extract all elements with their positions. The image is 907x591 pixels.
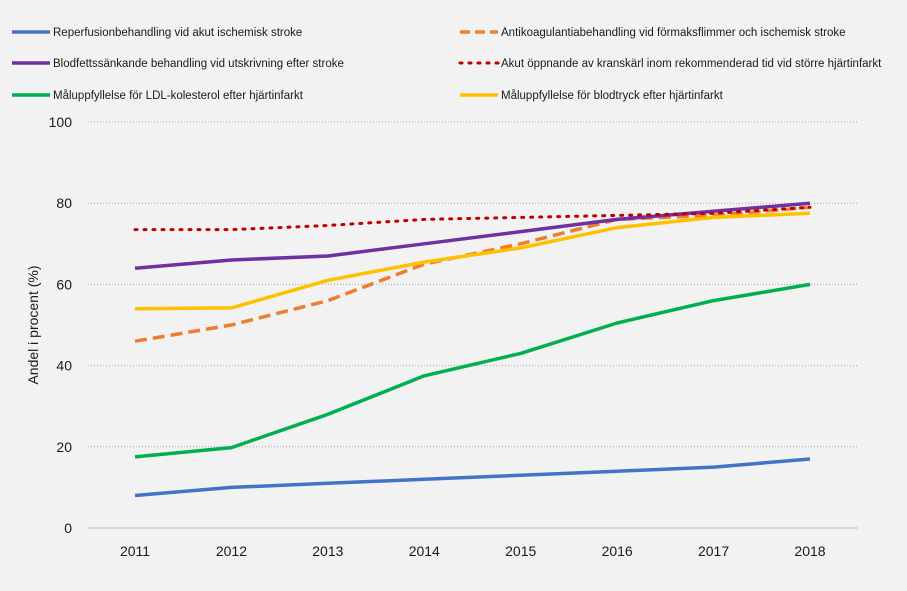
x-tick-label: 2016 (602, 543, 633, 559)
series-line-1 (134, 457, 811, 498)
y-axis-ticks: 0 20 40 60 80 100 (49, 114, 73, 536)
legend-label: Antikoagulantiabehandling vid förmaksfli… (501, 27, 846, 39)
legend-item-5: Måluppfyllelse för LDL-kolesterol efter … (12, 90, 304, 102)
series-lines (133, 201, 812, 498)
series-line-2 (134, 205, 811, 343)
x-tick-label: 2011 (120, 543, 150, 559)
legend-label: Måluppfyllelse för LDL-kolesterol efter … (53, 90, 304, 102)
legend-item-1: Reperfusionbehandling vid akut ischemisk… (12, 27, 302, 39)
legend: Reperfusionbehandling vid akut ischemisk… (12, 27, 882, 102)
y-tick-label: 20 (56, 439, 72, 455)
y-tick-label: 0 (64, 520, 72, 536)
x-axis-ticks: 2011 2012 2013 2014 2015 2016 2017 2018 (120, 543, 826, 559)
y-tick-label: 100 (49, 114, 73, 130)
series-line-3 (134, 201, 811, 270)
legend-label: Reperfusionbehandling vid akut ischemisk… (53, 27, 302, 39)
legend-item-6: Måluppfyllelse för blodtryck efter hjärt… (460, 90, 724, 102)
legend-item-4: Akut öppnande av kranskärl inom rekommen… (458, 58, 882, 70)
y-axis-title: Andel i procent (%) (25, 265, 41, 384)
x-tick-label: 2013 (312, 543, 343, 559)
x-tick-label: 2017 (698, 543, 729, 559)
x-tick-label: 2015 (505, 543, 536, 559)
x-tick-label: 2014 (409, 543, 440, 559)
legend-item-3: Blodfettssänkande behandling vid utskriv… (12, 58, 344, 70)
x-tick-label: 2012 (216, 543, 247, 559)
legend-label: Blodfettssänkande behandling vid utskriv… (53, 58, 344, 70)
y-tick-label: 80 (56, 195, 72, 211)
x-tick-label: 2018 (794, 543, 825, 559)
series-line-6 (134, 211, 811, 311)
series-line-5 (134, 282, 811, 459)
legend-item-2: Antikoagulantiabehandling vid förmaksfli… (460, 27, 846, 39)
legend-label: Akut öppnande av kranskärl inom rekommen… (501, 58, 882, 70)
y-tick-label: 60 (56, 276, 72, 292)
y-tick-label: 40 (56, 358, 72, 374)
legend-label: Måluppfyllelse för blodtryck efter hjärt… (501, 90, 724, 102)
gridlines (88, 121, 858, 529)
